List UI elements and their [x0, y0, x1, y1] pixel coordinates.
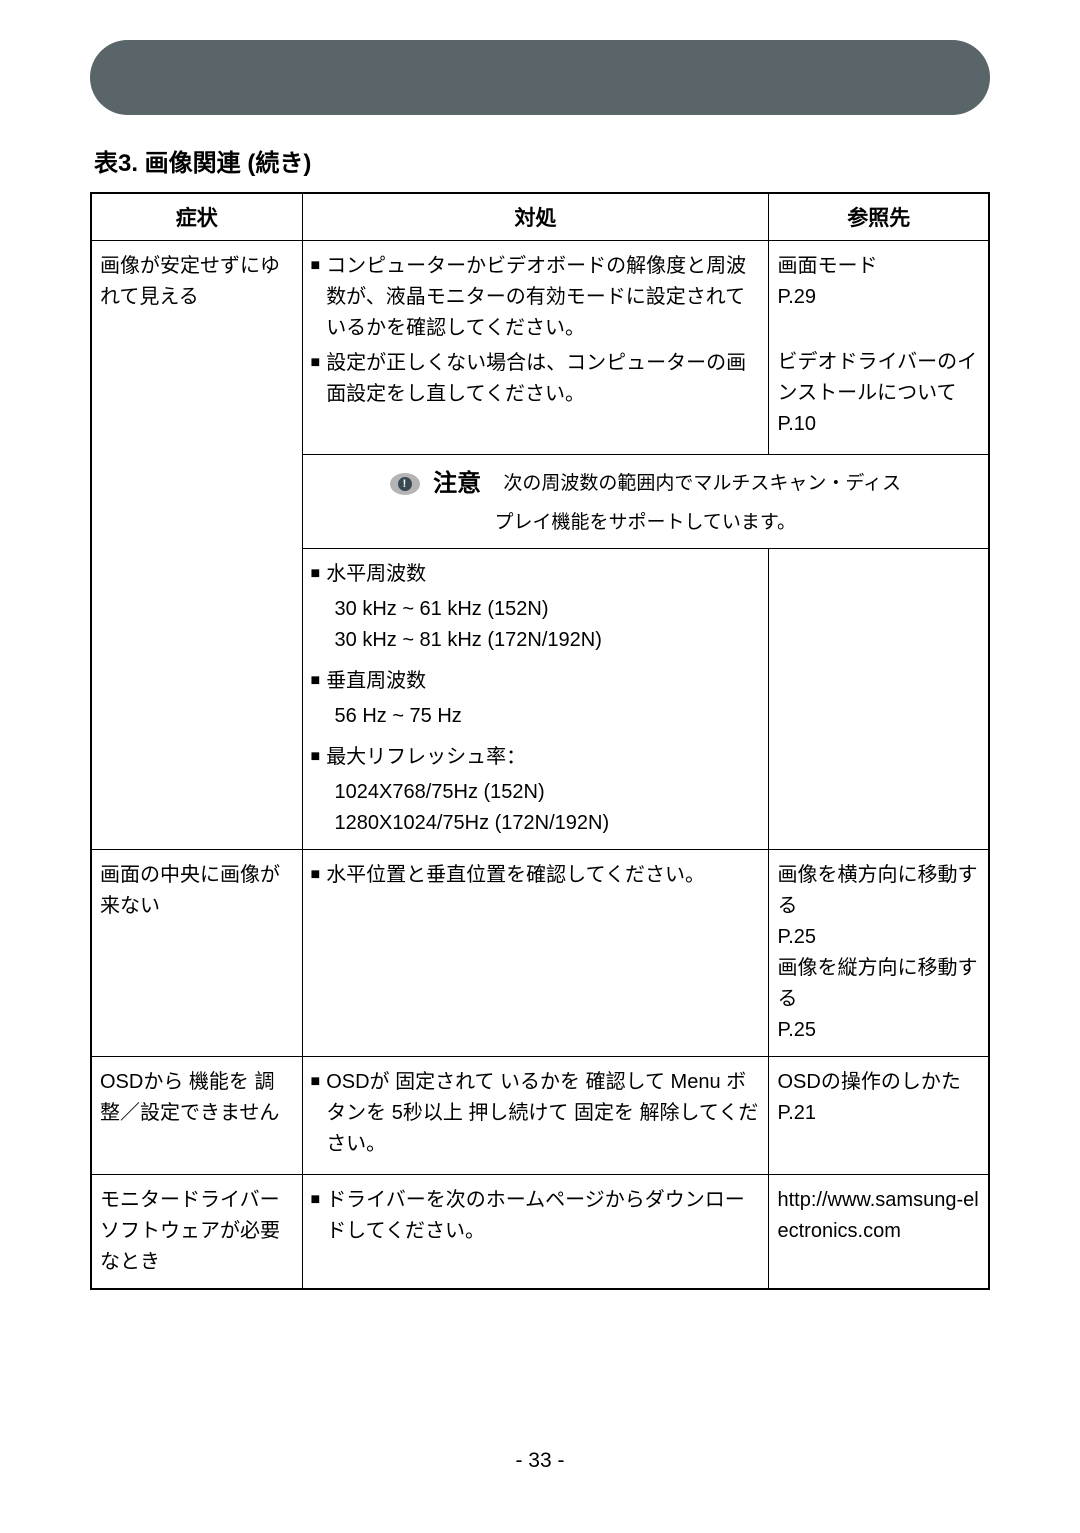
- action-cell: ■ OSDが 固定されて いるかを 確認して Menu ボタンを 5秒以上 押し…: [302, 1056, 769, 1174]
- square-bullet-icon: ■: [311, 860, 321, 890]
- freq-label: 水平周波数: [326, 559, 760, 590]
- reference-page: P.29: [777, 282, 980, 313]
- reference-page: P.25: [777, 1015, 980, 1046]
- freq-label: 垂直周波数: [326, 666, 760, 697]
- reference-label: 画面モード: [777, 251, 980, 282]
- troubleshooting-table: 症状 対処 参照先 画像が安定せずにゆれて見える ■ コンピューターかビデオボー…: [90, 192, 990, 1290]
- reference-page: P.21: [777, 1098, 980, 1129]
- freq-value: 56 Hz ~ 75 Hz: [311, 701, 761, 732]
- square-bullet-icon: ■: [311, 348, 321, 378]
- reference-label: 画像を縦方向に移動する: [777, 953, 980, 1015]
- square-bullet-icon: ■: [311, 251, 321, 281]
- reference-cell: [769, 548, 989, 849]
- action-cell: ■ 水平位置と垂直位置を確認してください。: [302, 849, 769, 1056]
- freq-value: 1280X1024/75Hz (172N/192N): [311, 808, 761, 839]
- table-row: 画像が安定せずにゆれて見える ■ コンピューターかビデオボードの解像度と周波数が…: [91, 241, 989, 455]
- freq-value: 30 kHz ~ 81 kHz (172N/192N): [311, 625, 761, 656]
- reference-cell: 画面モード P.29 ビデオドライバーのインストールについて P.10: [769, 241, 989, 455]
- square-bullet-icon: ■: [311, 1185, 321, 1215]
- square-bullet-icon: ■: [311, 1067, 321, 1097]
- freq-value: 30 kHz ~ 61 kHz (152N): [311, 594, 761, 625]
- caution-label: 注意: [433, 470, 481, 497]
- caution-text: プレイ機能をサポートしています。: [311, 508, 980, 537]
- frequency-specs-cell: ■ 水平周波数 30 kHz ~ 61 kHz (152N) 30 kHz ~ …: [302, 548, 769, 849]
- action-text: 水平位置と垂直位置を確認してください。: [326, 860, 760, 891]
- page-number: - 33 -: [0, 1449, 1080, 1473]
- reference-label: OSDの操作のしかた: [777, 1067, 980, 1098]
- symptom-cell: モニタードライバーソフトウェアが必要なとき: [91, 1174, 302, 1289]
- caution-cell: ! 注意 次の周波数の範囲内でマルチスキャン・ディス プレイ機能をサポートしてい…: [302, 455, 989, 549]
- freq-label: 最大リフレッシュ率：: [326, 742, 760, 773]
- table-row: モニタードライバーソフトウェアが必要なとき ■ ドライバーを次のホームページから…: [91, 1174, 989, 1289]
- header-symptom: 症状: [91, 193, 302, 241]
- table-header-row: 症状 対処 参照先: [91, 193, 989, 241]
- square-bullet-icon: ■: [311, 559, 321, 589]
- symptom-cell: 画面の中央に画像が来ない: [91, 849, 302, 1056]
- square-bullet-icon: ■: [311, 742, 321, 772]
- symptom-cell: 画像が安定せずにゆれて見える: [91, 241, 302, 850]
- action-text: コンピューターかビデオボードの解像度と周波数が、液晶モニターの有効モードに設定さ…: [326, 251, 760, 344]
- table-row: 画面の中央に画像が来ない ■ 水平位置と垂直位置を確認してください。 画像を横方…: [91, 849, 989, 1056]
- symptom-cell: OSDから 機能を 調整／設定できません: [91, 1056, 302, 1174]
- reference-label: ビデオドライバーのインストールについて: [777, 347, 980, 409]
- square-bullet-icon: ■: [311, 666, 321, 696]
- header-action: 対処: [302, 193, 769, 241]
- reference-label: 画像を横方向に移動する: [777, 860, 980, 922]
- action-text: 設定が正しくない場合は、コンピューターの画面設定をし直してください。: [326, 348, 760, 410]
- header-reference: 参照先: [769, 193, 989, 241]
- action-text: ドライバーを次のホームページからダウンロードしてください。: [326, 1185, 760, 1247]
- reference-cell: http://www.samsung-electronics.com: [769, 1174, 989, 1289]
- caution-text: 次の周波数の範囲内でマルチスキャン・ディス: [503, 473, 901, 494]
- action-cell: ■ ドライバーを次のホームページからダウンロードしてください。: [302, 1174, 769, 1289]
- reference-page: P.10: [777, 409, 980, 440]
- reference-page: P.25: [777, 922, 980, 953]
- chapter-header-bar: [90, 40, 990, 115]
- reference-cell: 画像を横方向に移動する P.25 画像を縦方向に移動する P.25: [769, 849, 989, 1056]
- action-text: OSDが 固定されて いるかを 確認して Menu ボタンを 5秒以上 押し続け…: [326, 1067, 760, 1160]
- table-row: OSDから 機能を 調整／設定できません ■ OSDが 固定されて いるかを 確…: [91, 1056, 989, 1174]
- reference-cell: OSDの操作のしかた P.21: [769, 1056, 989, 1174]
- table-title: 表3. 画像関連 (続き): [90, 143, 990, 178]
- caution-icon: !: [390, 473, 428, 495]
- action-cell: ■ コンピューターかビデオボードの解像度と周波数が、液晶モニターの有効モードに設…: [302, 241, 769, 455]
- freq-value: 1024X768/75Hz (152N): [311, 777, 761, 808]
